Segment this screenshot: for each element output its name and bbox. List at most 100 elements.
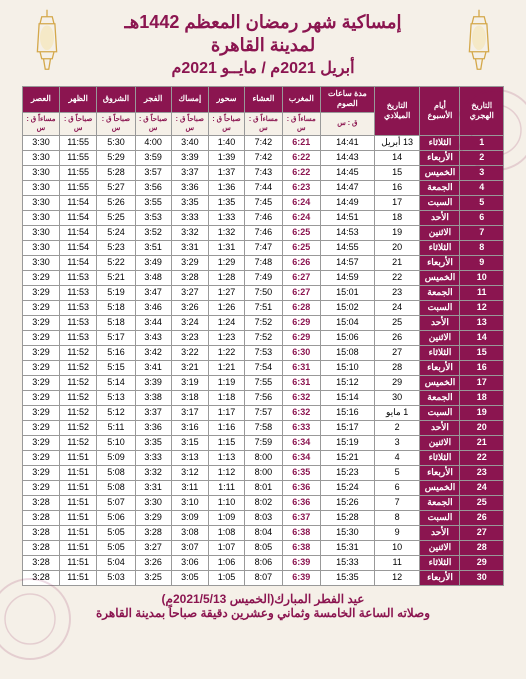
cell-imsak: 3:11: [171, 480, 208, 495]
cell-imsak: 3:16: [171, 420, 208, 435]
cell-hijri: 6: [460, 210, 504, 225]
table-row: 10الخميس2214:596:277:491:283:283:485:211…: [23, 270, 504, 285]
cell-dur: 15:33: [320, 555, 374, 570]
lantern-icon: [28, 8, 66, 78]
sub-dur: ق : س: [320, 112, 374, 135]
cell-imsak: 3:40: [171, 135, 208, 150]
cell-greg: 14: [374, 150, 420, 165]
cell-dhuhr: 11:52: [59, 345, 96, 360]
cell-maghrib: 6:36: [282, 495, 320, 510]
cell-hijri: 14: [460, 330, 504, 345]
cell-suhur: 1:31: [208, 240, 244, 255]
table-row: 18الجمعة3015:146:327:561:183:183:385:131…: [23, 390, 504, 405]
cell-hijri: 17: [460, 375, 504, 390]
cell-shuruq: 5:18: [97, 300, 135, 315]
cell-fajr: 3:25: [135, 570, 171, 585]
cell-shuruq: 5:28: [97, 165, 135, 180]
cell-maghrib: 6:26: [282, 255, 320, 270]
cell-suhur: 1:12: [208, 465, 244, 480]
cell-maghrib: 6:34: [282, 450, 320, 465]
cell-suhur: 1:23: [208, 330, 244, 345]
cell-hijri: 26: [460, 510, 504, 525]
cell-suhur: 1:26: [208, 300, 244, 315]
cell-isha: 7:56: [245, 390, 282, 405]
cell-imsak: 3:06: [171, 555, 208, 570]
cell-dur: 14:57: [320, 255, 374, 270]
col-isha: العشاء: [245, 87, 282, 113]
cell-suhur: 1:13: [208, 450, 244, 465]
cell-isha: 8:00: [245, 450, 282, 465]
cell-asr: 3:29: [23, 435, 60, 450]
table-row: 26السبت815:286:378:031:093:093:295:0611:…: [23, 510, 504, 525]
cell-shuruq: 5:10: [97, 435, 135, 450]
cell-asr: 3:30: [23, 165, 60, 180]
table-body: 1الثلاثاء13 أبريل14:416:217:421:403:404:…: [23, 135, 504, 585]
cell-dhuhr: 11:52: [59, 360, 96, 375]
cell-hijri: 5: [460, 195, 504, 210]
cell-maghrib: 6:24: [282, 195, 320, 210]
sub-isha: مساءاً ق : س: [245, 112, 282, 135]
cell-isha: 8:03: [245, 510, 282, 525]
cell-maghrib: 6:38: [282, 540, 320, 555]
cell-dhuhr: 11:54: [59, 255, 96, 270]
cell-isha: 7:47: [245, 240, 282, 255]
cell-greg: 10: [374, 540, 420, 555]
cell-dhuhr: 11:54: [59, 195, 96, 210]
cell-maghrib: 6:35: [282, 465, 320, 480]
cell-hijri: 2: [460, 150, 504, 165]
cell-greg: 22: [374, 270, 420, 285]
cell-shuruq: 5:21: [97, 270, 135, 285]
table-row: 25الجمعة715:266:368:021:103:103:305:0711…: [23, 495, 504, 510]
cell-maghrib: 6:34: [282, 435, 320, 450]
cell-maghrib: 6:38: [282, 525, 320, 540]
cell-hijri: 8: [460, 240, 504, 255]
cell-dhuhr: 11:51: [59, 450, 96, 465]
table-row: 24الخميس615:246:368:011:113:113:315:0811…: [23, 480, 504, 495]
table-row: 7الاثنين1914:536:257:461:323:323:525:241…: [23, 225, 504, 240]
cell-dur: 14:43: [320, 150, 374, 165]
cell-imsak: 3:05: [171, 570, 208, 585]
cell-imsak: 3:35: [171, 195, 208, 210]
cell-day: الجمعة: [420, 390, 460, 405]
cell-isha: 7:59: [245, 435, 282, 450]
sub-dhuhr: صباحاً ق : س: [59, 112, 96, 135]
cell-suhur: 1:19: [208, 375, 244, 390]
footer-line-1: عيد الفطر المبارك(الخميس 2021/5/13م): [22, 592, 504, 606]
cell-fajr: 3:49: [135, 255, 171, 270]
cell-fajr: 3:44: [135, 315, 171, 330]
cell-isha: 7:45: [245, 195, 282, 210]
cell-fajr: 3:52: [135, 225, 171, 240]
cell-maghrib: 6:27: [282, 270, 320, 285]
cell-imsak: 3:10: [171, 495, 208, 510]
cell-greg: 3: [374, 435, 420, 450]
cell-shuruq: 5:19: [97, 285, 135, 300]
cell-isha: 7:52: [245, 330, 282, 345]
cell-asr: 3:28: [23, 510, 60, 525]
cell-suhur: 1:16: [208, 420, 244, 435]
cell-day: الثلاثاء: [420, 240, 460, 255]
cell-dhuhr: 11:53: [59, 330, 96, 345]
cell-isha: 7:51: [245, 300, 282, 315]
cell-imsak: 3:28: [171, 270, 208, 285]
cell-maghrib: 6:22: [282, 165, 320, 180]
cell-suhur: 1:07: [208, 540, 244, 555]
cell-dhuhr: 11:52: [59, 375, 96, 390]
cell-day: الأحد: [420, 525, 460, 540]
cell-maghrib: 6:39: [282, 570, 320, 585]
cell-dhuhr: 11:51: [59, 465, 96, 480]
cell-dur: 15:26: [320, 495, 374, 510]
cell-shuruq: 5:27: [97, 180, 135, 195]
cell-dhuhr: 11:54: [59, 225, 96, 240]
cell-dhuhr: 11:55: [59, 165, 96, 180]
cell-maghrib: 6:31: [282, 375, 320, 390]
cell-asr: 3:29: [23, 375, 60, 390]
cell-greg: 30: [374, 390, 420, 405]
cell-fajr: 3:29: [135, 510, 171, 525]
cell-day: الأحد: [420, 420, 460, 435]
cell-asr: 3:29: [23, 450, 60, 465]
table-row: 22الثلاثاء415:216:348:001:133:133:335:09…: [23, 450, 504, 465]
cell-day: السبت: [420, 510, 460, 525]
cell-fajr: 3:51: [135, 240, 171, 255]
cell-suhur: 1:15: [208, 435, 244, 450]
cell-isha: 7:57: [245, 405, 282, 420]
